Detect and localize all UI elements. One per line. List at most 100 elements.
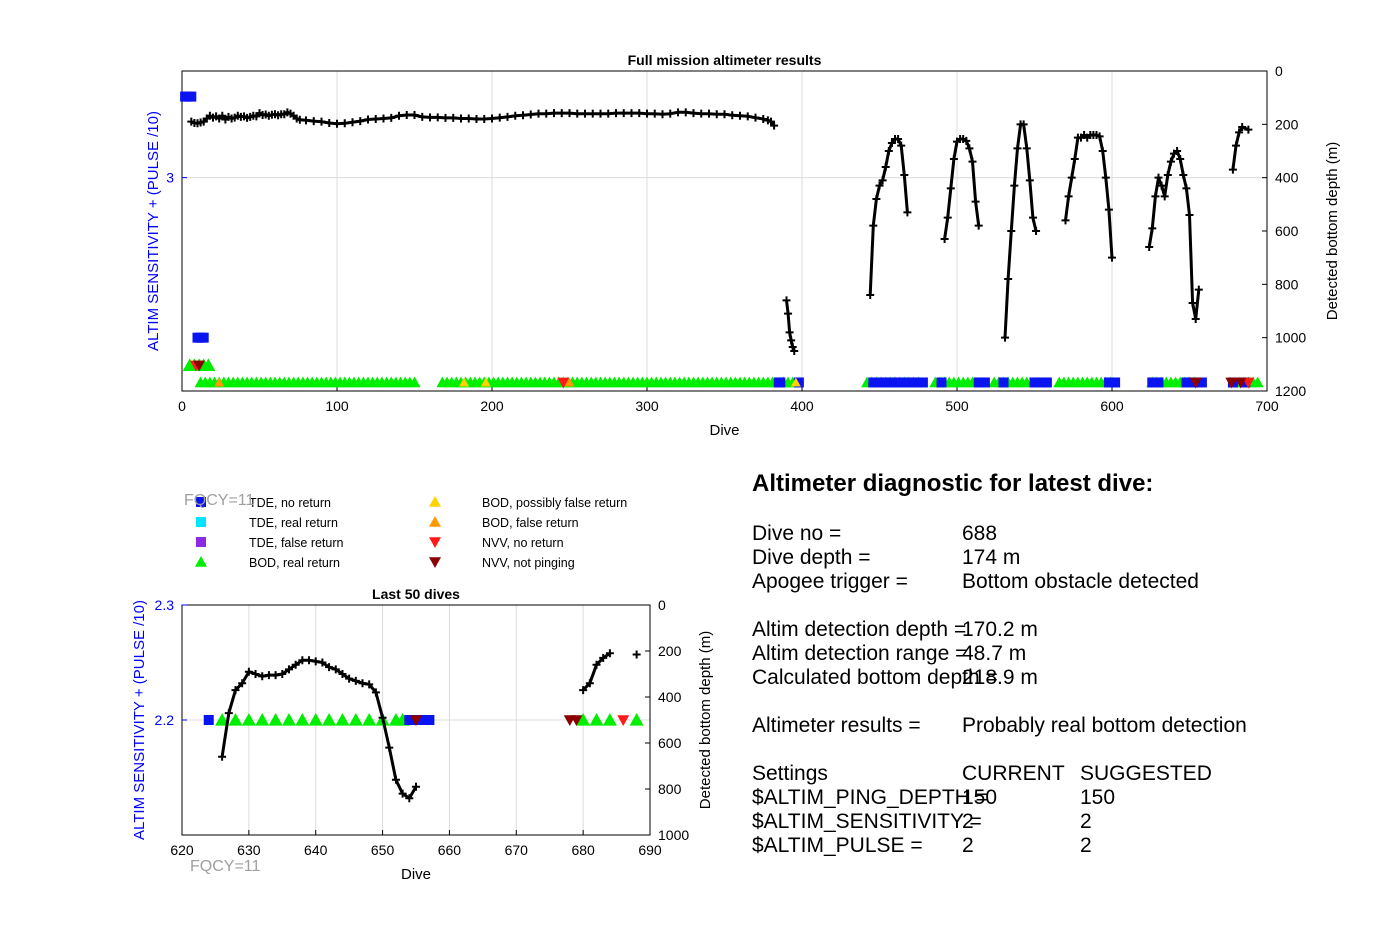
bottom-depth-point: [784, 309, 793, 318]
tde-no-return-marker: [186, 91, 197, 102]
bottom-depth-point: [426, 113, 434, 122]
x-tick-label: 700: [1255, 398, 1279, 414]
bottom-depth-point: [946, 184, 955, 193]
nvv-no-return-marker: [617, 715, 630, 726]
bottom-depth-point: [1154, 173, 1163, 182]
suggested-header: SUGGESTED: [1080, 762, 1212, 785]
pulse-current: 2: [962, 834, 974, 857]
bottom-depth-point: [410, 111, 419, 119]
bottom-depth-point: [1010, 181, 1019, 190]
bottom-depth-point: [712, 110, 721, 119]
altimeter-diagnostic-panel: Altimeter diagnostic for latest dive: Di…: [752, 470, 1392, 910]
bod-false-return-marker: [214, 377, 225, 387]
legend-marker: [429, 557, 441, 568]
bod-real-return-marker: [268, 713, 283, 726]
dive-depth-value: 174 m: [962, 546, 1021, 569]
bottom-depth-point: [759, 115, 768, 123]
bottom-depth-point: [579, 686, 588, 695]
bottom-depth-point: [968, 157, 977, 166]
y2-tick-label: 600: [658, 735, 682, 751]
diagnostic-title: Altimeter diagnostic for latest dive:: [752, 470, 1154, 497]
bottom-depth-point: [872, 195, 881, 203]
bottom-depth-point: [258, 672, 267, 681]
bod-real-return-marker: [295, 713, 310, 726]
tde-no-return-marker: [917, 377, 928, 388]
bottom-depth-point: [495, 113, 504, 122]
bottom-depth-point: [218, 752, 227, 761]
tde-no-return-marker: [973, 377, 984, 388]
y2-tick-label: 600: [1275, 223, 1299, 239]
bottom-depth-point: [1098, 147, 1107, 155]
y2-tick-label: 0: [658, 597, 666, 613]
bottom-depth-point: [728, 111, 737, 120]
bottom-depth-point: [356, 117, 365, 126]
tde-no-return-marker: [911, 377, 922, 388]
bottom-depth-point: [1013, 144, 1022, 153]
bottom-depth-point: [1061, 216, 1070, 225]
bottom-depth-point: [284, 665, 293, 674]
legend-label: BOD, possibly false return: [482, 496, 627, 510]
bottom-depth-point: [674, 108, 682, 117]
bod-real-return-marker: [281, 713, 296, 726]
bottom-depth-point: [619, 109, 628, 118]
last-50-dives-chart: 620 630 640 650 660 670 680 690 2.2 2.3 0 200 400 600…: [131, 586, 714, 883]
tde-no-return-marker: [886, 377, 897, 388]
bottom-depth-point: [325, 119, 334, 127]
bottom-depth-point: [1067, 173, 1076, 182]
bottom-depth-point: [395, 111, 403, 120]
legend-marker: [196, 537, 206, 547]
bottom-depth-point: [251, 670, 260, 678]
bottom-depth-point: [1028, 213, 1037, 222]
bottom-depth-point: [503, 112, 512, 121]
bottom-depth-point: [1160, 192, 1169, 201]
bottom-depth-point: [949, 155, 958, 163]
bod-real-return-marker: [308, 713, 323, 726]
bod-real-return-marker: [1251, 376, 1264, 388]
y-axis-label: ALTIM SENSITIVITY + (PULSE /10): [145, 111, 162, 351]
bottom-depth-point: [903, 208, 912, 217]
tde-no-return-marker: [1035, 377, 1046, 388]
bottom-depth-point: [488, 114, 496, 123]
bottom-depth-series: [1147, 149, 1201, 321]
bottom-depth-point: [305, 656, 314, 665]
calculated-depth-value: 218.9 m: [962, 666, 1038, 689]
bottom-depth-point: [869, 221, 878, 230]
bottom-depth-point: [457, 114, 465, 123]
bottom-depth-point: [325, 663, 334, 672]
bottom-depth-point: [1001, 333, 1010, 342]
bottom-depth-point: [1176, 155, 1185, 163]
bottom-depth-point: [1025, 176, 1034, 185]
bottom-depth-point: [1188, 299, 1197, 307]
bottom-depth-point: [224, 709, 233, 718]
bottom-depth-point: [358, 679, 367, 688]
bottom-depth-point: [385, 743, 394, 752]
detection-depth-label: Altim detection depth =: [752, 618, 967, 641]
pulse-label: $ALTIM_PULSE =: [752, 834, 923, 857]
bottom-depth-point: [585, 679, 594, 688]
tde-no-return-marker: [1103, 377, 1114, 388]
bottom-depth-point: [534, 109, 543, 118]
bottom-depth-point: [599, 653, 608, 662]
bottom-depth-point: [881, 163, 890, 171]
x-tick-label: 630: [237, 842, 261, 858]
nvv-no-return-marker: [557, 377, 570, 389]
bottom-depth-point: [1163, 171, 1172, 179]
bottom-depth-point: [345, 674, 354, 683]
bottom-depth-point: [787, 336, 796, 345]
x-tick-label: 680: [571, 842, 595, 858]
bottom-depth-point: [782, 296, 791, 305]
y2-tick-label: 1000: [658, 827, 689, 843]
y2-tick-label: 800: [658, 781, 682, 797]
bottom-depth-point: [405, 794, 414, 803]
nvv-not-pinging-marker: [1225, 377, 1238, 389]
bottom-depth-point: [974, 221, 983, 230]
bottom-depth-point: [433, 113, 442, 122]
bottom-depth-point: [1070, 155, 1079, 163]
bottom-depth-point: [588, 109, 597, 118]
y-axis-label: ALTIM SENSITIVITY + (PULSE /10): [131, 600, 148, 840]
bottom-depth-point: [351, 676, 360, 685]
bod-real-return-marker: [629, 713, 644, 726]
bod-real-return-marker: [362, 713, 377, 726]
bottom-depth-point: [689, 109, 698, 118]
legend-marker: [429, 496, 441, 507]
